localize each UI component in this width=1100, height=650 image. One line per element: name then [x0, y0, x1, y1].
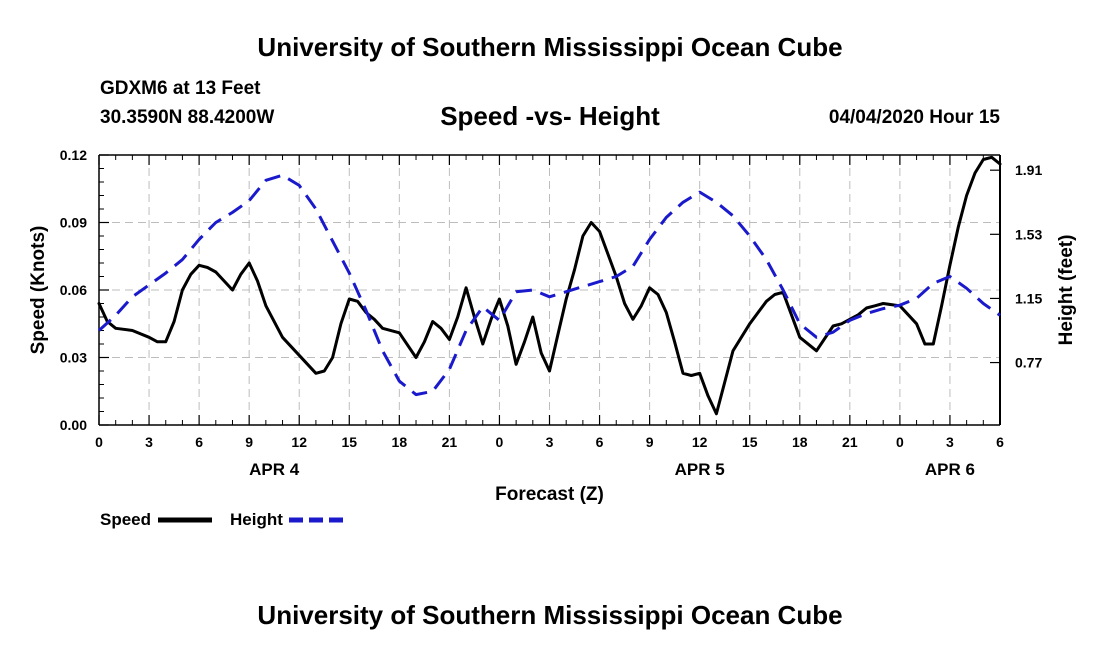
y-right-tick-label: 1.15: [1015, 290, 1042, 306]
legend: Speed Height: [100, 510, 343, 529]
coordinates-label: 30.3590N 88.4200W: [100, 107, 275, 128]
y-right-tick-label: 1.53: [1015, 226, 1042, 242]
chart-title: Speed -vs- Height: [440, 101, 660, 131]
x-tick-label: 3: [546, 434, 554, 450]
page-title: University of Southern Mississippi Ocean…: [257, 32, 843, 62]
date-label: APR 6: [925, 460, 975, 479]
date-label: APR 4: [249, 460, 300, 479]
x-tick-label: 0: [896, 434, 904, 450]
x-tick-label: 0: [95, 434, 103, 450]
x-tick-label: 6: [195, 434, 203, 450]
x-tick-label: 3: [145, 434, 153, 450]
y-left-tick-label: 0.00: [60, 417, 87, 433]
x-tick-label: 12: [291, 434, 307, 450]
x-tick-label: 3: [946, 434, 954, 450]
legend-label-speed: Speed: [100, 510, 151, 529]
x-tick-label: 9: [646, 434, 654, 450]
date-label: APR 5: [675, 460, 725, 479]
valid-time-label: 04/04/2020 Hour 15: [828, 107, 1000, 128]
station-label: GDXM6 at 13 Feet: [100, 78, 261, 99]
axes: [98, 154, 1001, 426]
x-axis-title: Forecast (Z): [495, 484, 604, 505]
legend-label-height: Height: [230, 510, 283, 529]
x-tick-label: 6: [996, 434, 1004, 450]
axis-labels: 0 3 6 9 12 15 18 21 0 3 6 9 12 15 18 21 0 3 6 0.00 0.03 0.06 0…: [28, 147, 1077, 505]
x-tick-label: 6: [596, 434, 604, 450]
series-lines: [97, 155, 1002, 416]
series-line-speed: [97, 155, 1002, 416]
x-tick-label: 12: [692, 434, 708, 450]
x-tick-label: 15: [341, 434, 357, 450]
footer-title: University of Southern Mississippi Ocean…: [257, 600, 843, 630]
x-tick-label: 9: [245, 434, 253, 450]
y-left-tick-label: 0.09: [60, 215, 87, 231]
x-tick-label: 21: [442, 434, 458, 450]
y-left-axis-title: Speed (Knots): [28, 226, 49, 355]
y-left-tick-label: 0.12: [60, 147, 87, 163]
y-left-tick-label: 0.03: [60, 350, 87, 366]
x-tick-label: 18: [792, 434, 808, 450]
series-line-height: [97, 173, 1001, 397]
x-tick-label: 21: [842, 434, 858, 450]
x-tick-label: 15: [742, 434, 758, 450]
y-right-axis-title: Height (feet): [1056, 235, 1077, 346]
y-right-tick-label: 0.77: [1015, 355, 1042, 371]
x-tick-label: 18: [392, 434, 408, 450]
y-right-tick-label: 1.91: [1015, 162, 1042, 178]
y-left-tick-label: 0.06: [60, 282, 87, 298]
x-tick-label: 0: [496, 434, 504, 450]
